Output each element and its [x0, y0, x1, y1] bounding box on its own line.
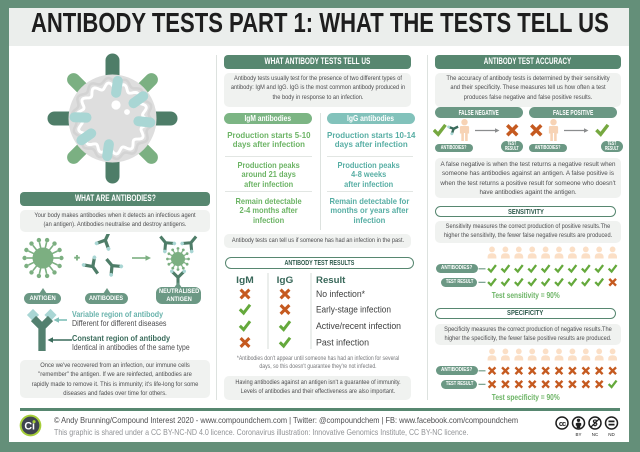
svg-text:Ci: Ci: [24, 421, 35, 433]
svg-text:Early-stage infection: Early-stage infection: [316, 305, 391, 315]
svg-text:No infection*: No infection*: [316, 289, 366, 299]
svg-text:Result: Result: [316, 275, 345, 285]
svg-text:cc: cc: [558, 419, 565, 428]
svg-text:NC: NC: [591, 432, 598, 437]
svg-text:BY: BY: [575, 432, 581, 437]
svg-text:ND: ND: [608, 432, 615, 437]
svg-text:Past infection: Past infection: [316, 338, 369, 348]
svg-text:Active/recent infection: Active/recent infection: [316, 321, 401, 331]
svg-text:IgM: IgM: [236, 275, 254, 285]
svg-text:IgG: IgG: [277, 275, 294, 285]
